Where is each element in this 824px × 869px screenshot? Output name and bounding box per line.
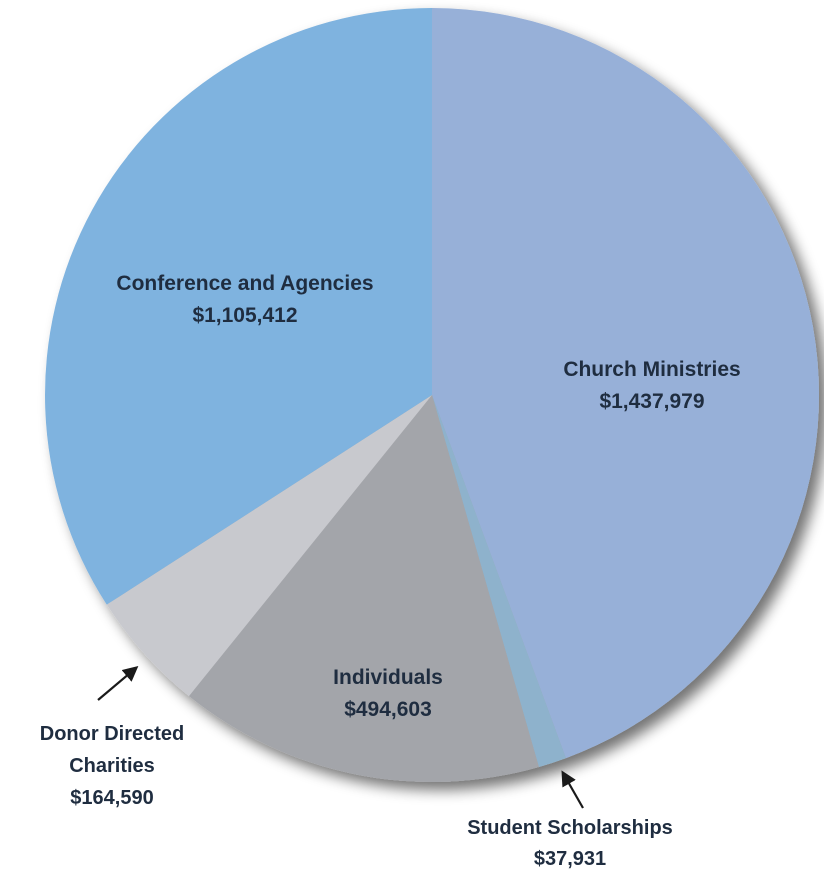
arrow-donor-directed-charities	[97, 666, 139, 701]
pie-slice-church-ministries	[432, 8, 820, 759]
slice-label-conference-and-agencies: Conference and Agencies	[116, 272, 373, 295]
ext-value-donor-directed-charities: $164,590	[70, 787, 153, 809]
pie-slice-conference-and-agencies	[45, 8, 433, 605]
arrow-student-scholarships	[561, 770, 584, 809]
ext-label-donor-directed-line1: Donor Directed	[40, 723, 184, 745]
pie-slices	[45, 8, 820, 782]
pie-slice-individuals	[188, 395, 539, 782]
slice-value-conference-and-agencies: $1,105,412	[192, 304, 297, 327]
pie-slice-donor-directed-charities	[106, 395, 432, 697]
slice-value-church-ministries: $1,437,979	[599, 390, 704, 413]
slice-label-church-ministries: Church Ministries	[563, 358, 740, 381]
ext-label-student-scholarships: Student Scholarships	[467, 817, 673, 839]
slice-value-individuals: $494,603	[344, 698, 432, 721]
slice-label-individuals: Individuals	[333, 666, 443, 689]
pie-slice-student-scholarships	[432, 395, 566, 767]
ext-label-donor-directed-line2: Charities	[69, 755, 155, 777]
ext-value-student-scholarships: $37,931	[534, 848, 606, 869]
